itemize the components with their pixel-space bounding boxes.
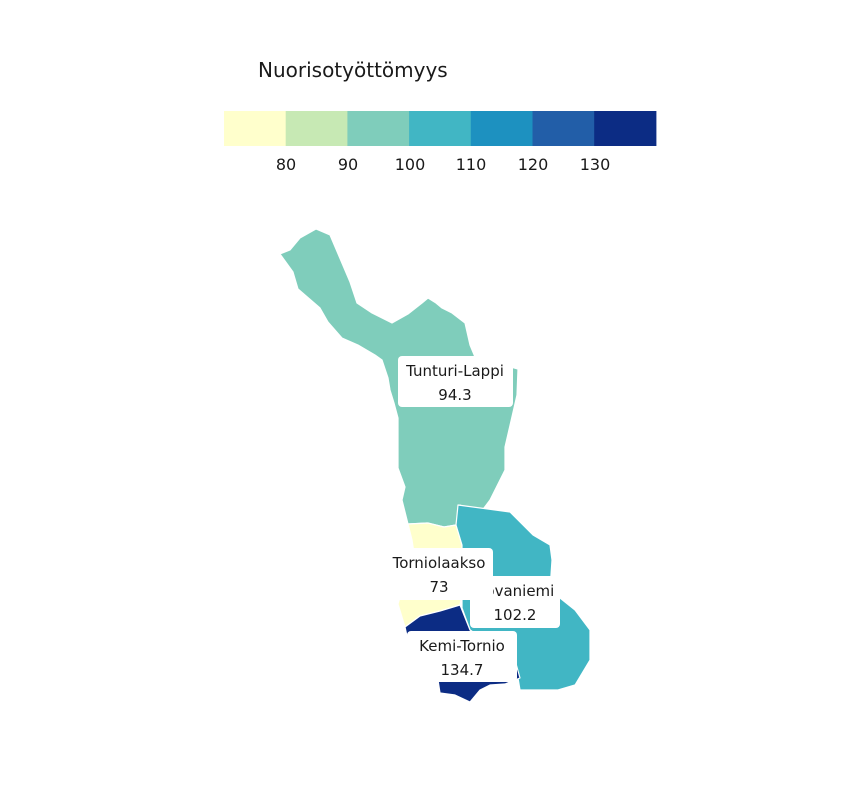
label-region-name: Rovaniemi xyxy=(476,582,555,600)
label-kemi-tornio: Kemi-Tornio 134.7 xyxy=(407,631,517,682)
label-torniolaakso: Torniolaakso 73 xyxy=(385,548,493,600)
legend-swatch-4 xyxy=(409,111,472,146)
label-tunturi-lappi: Tunturi-Lappi 94.3 xyxy=(398,356,513,407)
legend-tick-4: 110 xyxy=(456,155,487,174)
label-box xyxy=(407,631,517,682)
label-region-value: 94.3 xyxy=(438,386,471,404)
legend-tick-6: 130 xyxy=(580,155,611,174)
label-region-value: 73 xyxy=(429,578,448,596)
legend-swatch-3 xyxy=(347,111,410,146)
legend-swatch-2 xyxy=(285,111,348,146)
legend-swatch-6 xyxy=(532,111,595,146)
label-box xyxy=(398,356,513,407)
label-box xyxy=(385,548,493,600)
legend: Nuorisotyöttömyys 80 90 100 110 120 130 xyxy=(224,58,657,174)
legend-title: Nuorisotyöttömyys xyxy=(258,58,448,82)
legend-tick-2: 90 xyxy=(338,155,358,174)
legend-ticks: 80 90 100 110 120 130 xyxy=(276,155,610,174)
legend-color-bar xyxy=(224,111,657,146)
label-region-name: Kemi-Tornio xyxy=(419,637,505,655)
label-region-name: Tunturi-Lappi xyxy=(405,362,504,380)
region-labels: Tunturi-Lappi 94.3 Rovaniemi 102.2 Torni… xyxy=(385,356,560,682)
label-region-value: 134.7 xyxy=(441,661,484,679)
legend-tick-1: 80 xyxy=(276,155,296,174)
label-region-value: 102.2 xyxy=(494,606,537,624)
legend-tick-5: 120 xyxy=(518,155,549,174)
legend-swatch-5 xyxy=(470,111,533,146)
legend-tick-3: 100 xyxy=(395,155,426,174)
label-region-name: Torniolaakso xyxy=(392,554,486,572)
legend-swatch-7 xyxy=(594,111,657,146)
legend-swatch-1 xyxy=(224,111,287,146)
